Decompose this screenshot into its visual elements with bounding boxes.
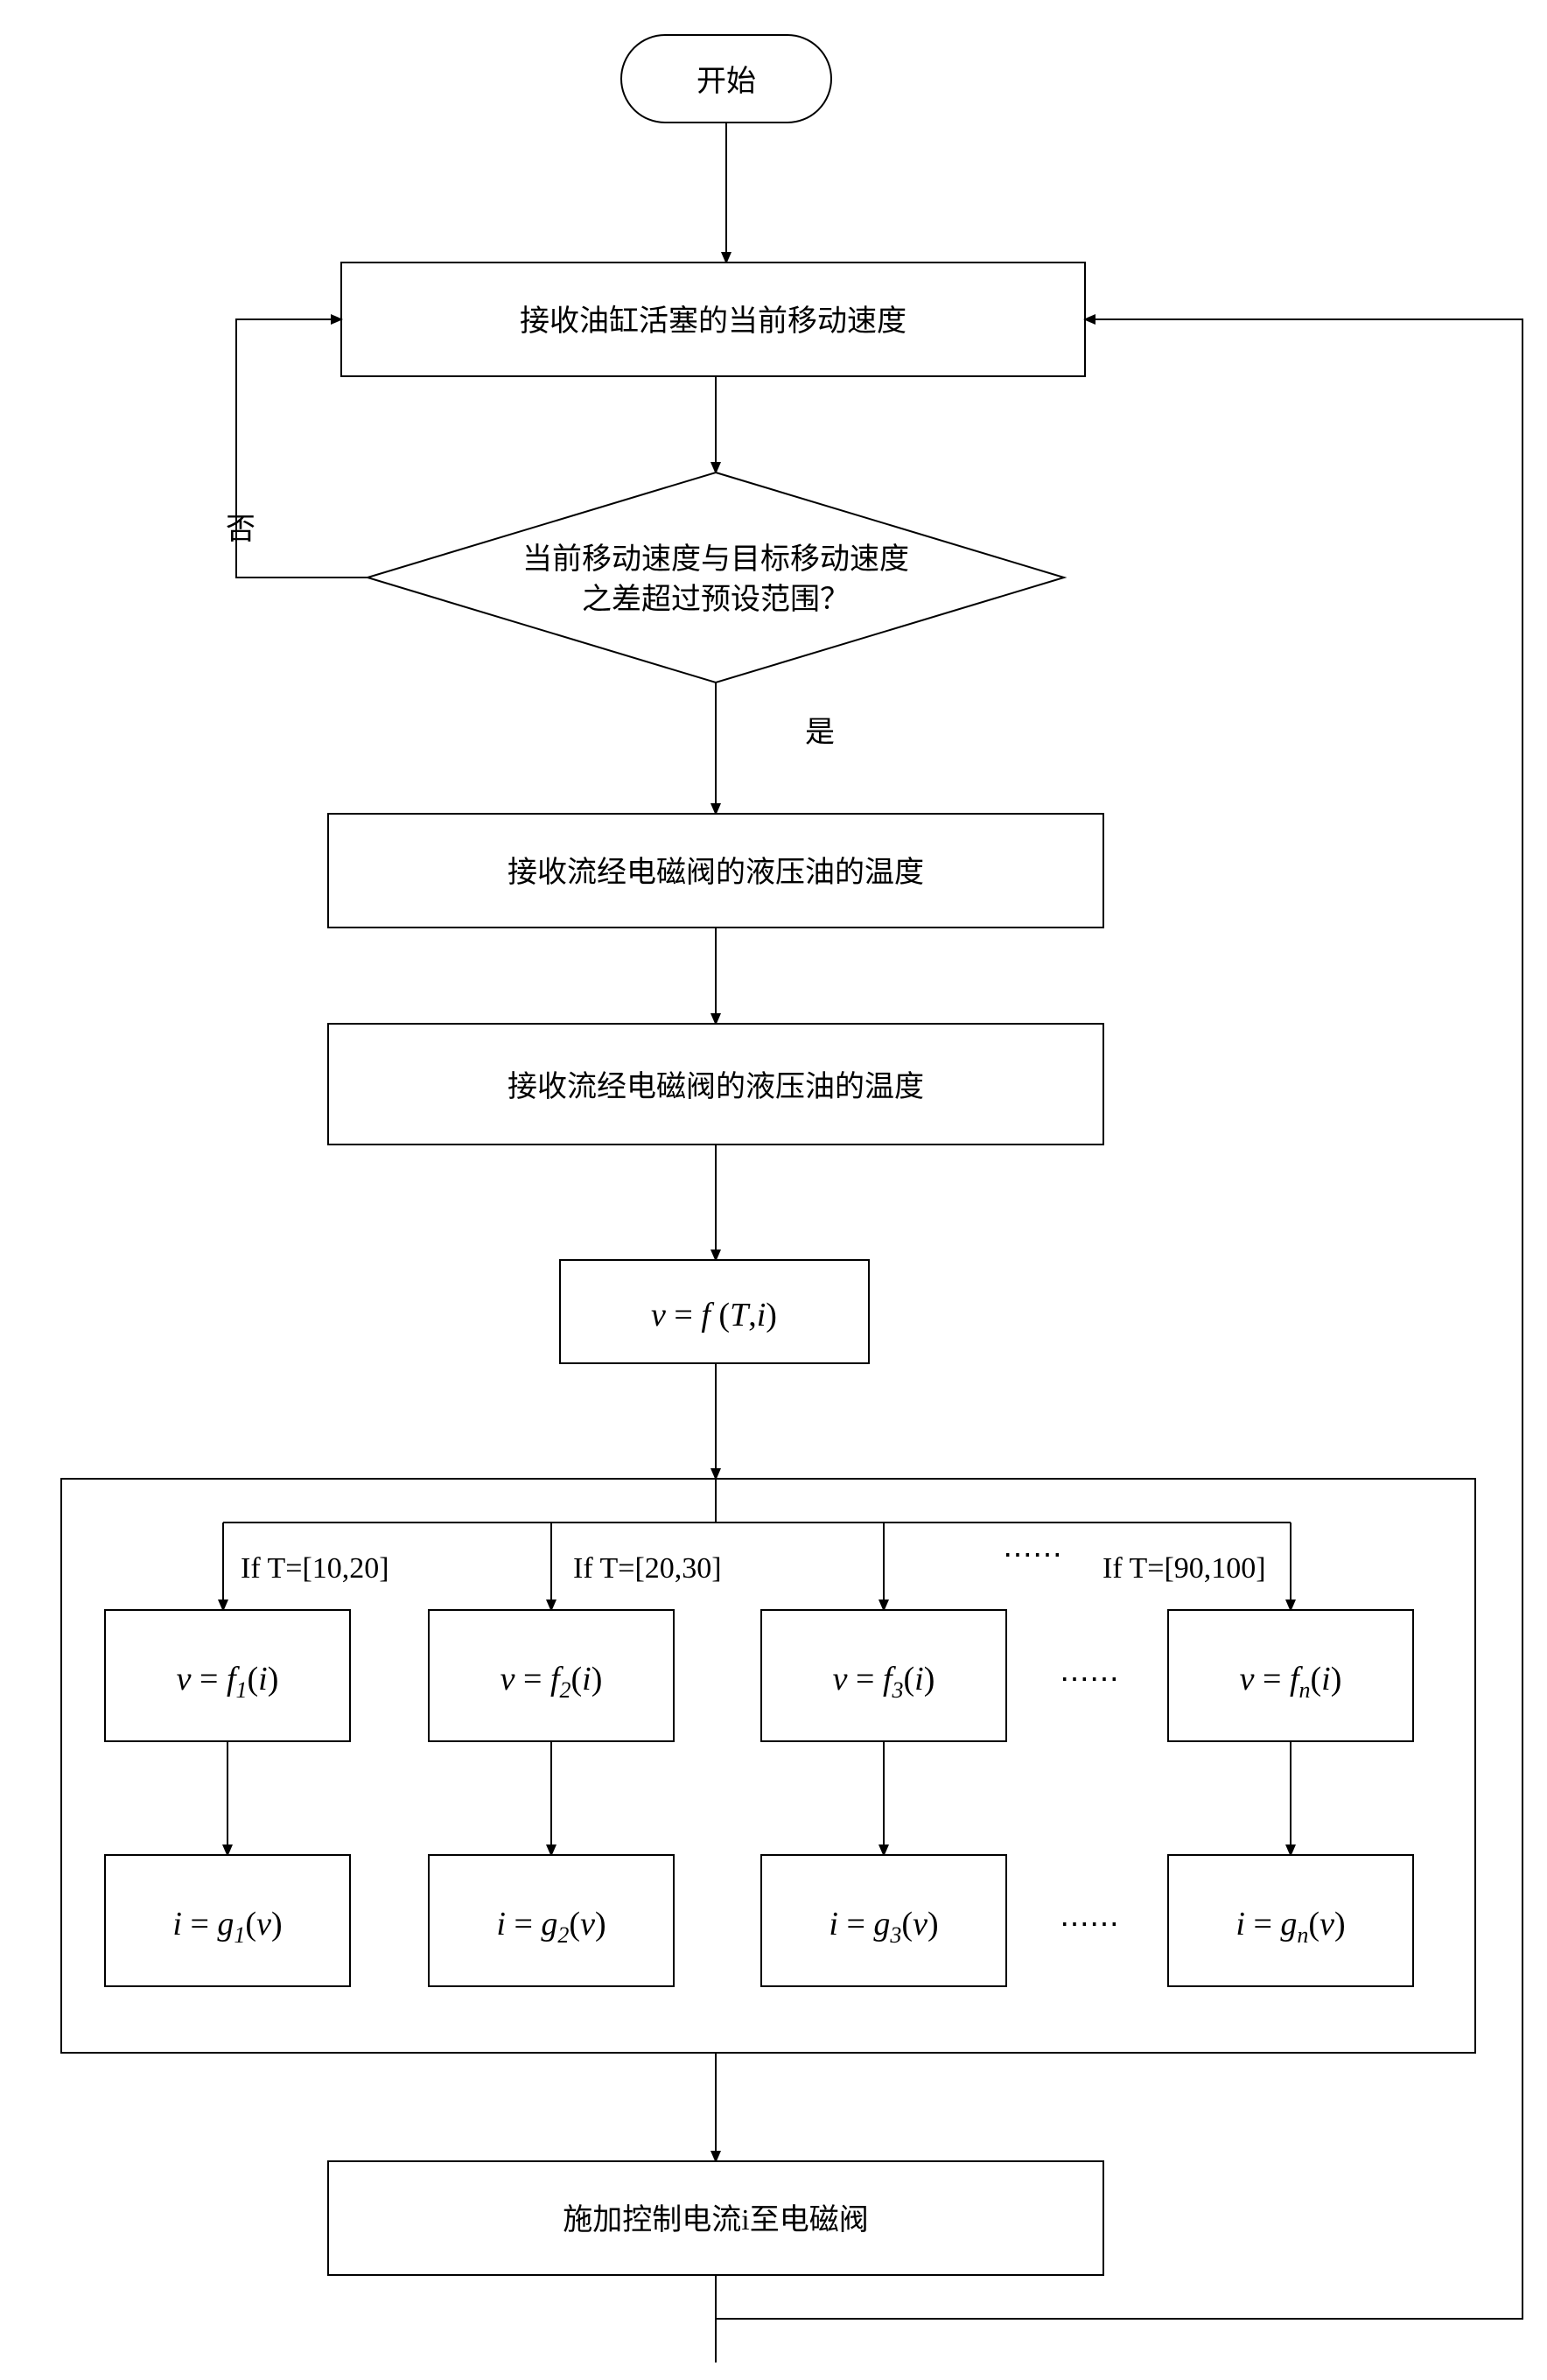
branchn-g: i = gn(v) [1236, 1906, 1345, 1948]
branch1-f: v = f1(i) [177, 1661, 279, 1703]
cond-2: If T=[20,30] [573, 1552, 722, 1585]
decision-line2: 之差超过预设范围？ [582, 583, 850, 616]
branch3-f: v = f3(i) [833, 1661, 935, 1703]
branch3-g: i = g3(v) [829, 1906, 938, 1948]
cond-n: If T=[90,100] [1102, 1552, 1266, 1585]
receive-temp2-label: 接收流经电磁阀的液压油的温度 [508, 1070, 924, 1103]
branchn-f: v = fn(i) [1240, 1661, 1342, 1703]
decision-line1: 当前移动速度与目标移动速度 [522, 542, 909, 576]
receive-speed-label: 接收油缸活塞的当前移动速度 [520, 304, 906, 338]
decision-yes-label: 是 [805, 717, 835, 749]
apply-current-label: 施加控制电流i至电磁阀 [563, 2203, 868, 2236]
cond-ellipsis: ⋯⋯ [1003, 1539, 1062, 1572]
branch2-f: v = f2(i) [500, 1661, 603, 1703]
receive-temp1-label: 接收流经电磁阀的液压油的温度 [508, 856, 924, 889]
decision-no-label: 否 [226, 514, 256, 546]
start-label: 开始 [696, 65, 756, 98]
node-decision [368, 472, 1064, 682]
cond-1: If T=[10,20] [241, 1552, 389, 1585]
branch1-g: i = g1(v) [172, 1906, 282, 1948]
branch3-ellipsis-g: ⋯⋯ [1060, 1908, 1119, 1941]
branch3-ellipsis-f: ⋯⋯ [1060, 1663, 1119, 1696]
formula-v-text: v = f (T,i) [651, 1297, 777, 1334]
flowchart: 开始 接收油缸活塞的当前移动速度 当前移动速度与目标移动速度 之差超过预设范围？… [0, 0, 1547, 2380]
branch2-g: i = g2(v) [496, 1906, 606, 1948]
